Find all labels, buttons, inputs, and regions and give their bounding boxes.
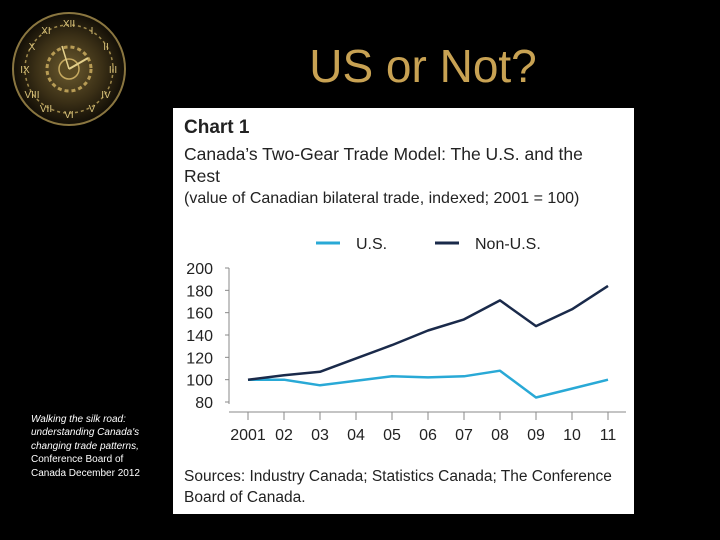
x-tick-label: 03 [311,427,329,444]
svg-text:IV: IV [101,90,111,101]
x-tick-label: 05 [383,427,401,444]
chart-title: Canada’s Two-Gear Trade Model: The U.S. … [184,144,583,186]
x-tick-label: 2001 [230,427,266,444]
svg-text:VII: VII [40,104,52,115]
svg-text:VI: VI [64,110,73,121]
svg-text:II: II [103,42,109,53]
x-tick-label: 06 [419,427,437,444]
chart-series [247,284,609,399]
legend-label-0: U.S. [356,236,387,253]
svg-text:IX: IX [20,65,30,76]
y-axis: 200 180 160 140 120 100 80 [186,261,230,412]
legend-label-1: Non-U.S. [475,236,541,253]
x-tick-label: 11 [600,427,617,444]
svg-text:III: III [109,65,117,76]
svg-text:XI: XI [41,26,50,37]
series-line-0 [248,369,609,399]
x-axis: 2001 02 03 04 05 06 07 08 09 10 11 [229,411,626,444]
chart-legend: U.S. Non-U.S. [316,236,541,253]
svg-text:XII: XII [63,19,75,30]
chart-panel: Chart 1 Canada’s Two-Gear Trade Model: T… [173,108,634,514]
y-tick-label: 200 [186,261,213,278]
x-tick-label: 10 [563,427,581,444]
svg-text:VIII: VIII [24,90,39,101]
chart-number: Chart 1 [184,117,250,138]
svg-text:V: V [89,104,96,115]
x-tick-label: 02 [275,427,293,444]
x-tick-label: 04 [347,427,365,444]
citation-publisher: Conference Board of Canada December 2012 [31,454,140,479]
y-tick-label: 160 [186,306,213,323]
clock-gear-logo: XII III VI IX I II IV V VII VIII X XI [10,10,128,128]
x-tick-label: 09 [527,427,545,444]
x-tick-label: 07 [455,427,473,444]
y-tick-label: 180 [186,283,213,300]
slide-title: US or Not? [309,40,537,92]
svg-text:I: I [91,26,94,37]
line-chart: U.S. Non-U.S. 200 180 160 140 120 100 80 2001 02… [186,236,626,444]
svg-text:X: X [29,42,36,53]
citation-title: Walking the silk road: understanding Can… [31,414,140,452]
series-line-1 [247,284,609,381]
y-tick-label: 140 [186,328,213,345]
x-tick-label: 08 [491,427,509,444]
chart-subtitle: (value of Canadian bilateral trade, inde… [184,190,580,207]
y-tick-label: 80 [195,395,213,412]
chart-sources: Sources: Industry Canada; Statistics Can… [184,468,612,506]
source-citation: Walking the silk road: understanding Can… [31,413,149,480]
y-tick-label: 100 [186,373,213,390]
y-tick-label: 120 [186,350,213,367]
